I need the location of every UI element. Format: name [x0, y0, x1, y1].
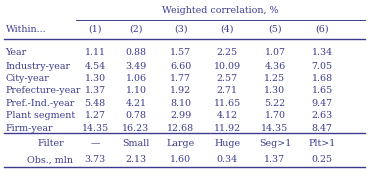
Text: 0.25: 0.25	[312, 155, 333, 164]
Text: 1.06: 1.06	[125, 74, 147, 83]
Text: 2.71: 2.71	[217, 86, 238, 95]
Text: 2.99: 2.99	[170, 111, 191, 120]
Text: Plt>1: Plt>1	[309, 139, 336, 148]
Text: Prefecture-year: Prefecture-year	[6, 86, 81, 95]
Text: 5.48: 5.48	[84, 99, 106, 108]
Text: 14.35: 14.35	[81, 123, 109, 132]
Text: 11.92: 11.92	[214, 123, 241, 132]
Text: Firm-year: Firm-year	[6, 123, 53, 132]
Text: 10.09: 10.09	[214, 62, 241, 71]
Text: 1.68: 1.68	[312, 74, 333, 83]
Text: 2.13: 2.13	[125, 155, 147, 164]
Text: 1.25: 1.25	[264, 74, 285, 83]
Text: 1.37: 1.37	[264, 155, 285, 164]
Text: 0.34: 0.34	[217, 155, 238, 164]
Text: Obs., mln: Obs., mln	[27, 155, 73, 164]
Text: 8.47: 8.47	[312, 123, 333, 132]
Text: 1.34: 1.34	[312, 48, 333, 57]
Text: 2.57: 2.57	[217, 74, 238, 83]
Text: 16.23: 16.23	[122, 123, 150, 132]
Text: 4.21: 4.21	[125, 99, 147, 108]
Text: 12.68: 12.68	[167, 123, 194, 132]
Text: 11.65: 11.65	[214, 99, 241, 108]
Text: (3): (3)	[174, 25, 187, 34]
Text: (5): (5)	[268, 25, 282, 34]
Text: 1.70: 1.70	[264, 111, 285, 120]
Text: 5.22: 5.22	[264, 99, 285, 108]
Text: 4.54: 4.54	[84, 62, 106, 71]
Text: City-year: City-year	[6, 74, 49, 83]
Text: 1.57: 1.57	[170, 48, 191, 57]
Text: Large: Large	[166, 139, 195, 148]
Text: 4.12: 4.12	[217, 111, 238, 120]
Text: —: —	[90, 139, 100, 148]
Text: 1.27: 1.27	[84, 111, 106, 120]
Text: Pref.-Ind.-year: Pref.-Ind.-year	[6, 99, 75, 108]
Text: 9.47: 9.47	[312, 99, 333, 108]
Text: 1.60: 1.60	[170, 155, 191, 164]
Text: 1.07: 1.07	[264, 48, 285, 57]
Text: 7.05: 7.05	[312, 62, 333, 71]
Text: 1.77: 1.77	[170, 74, 191, 83]
Text: 2.63: 2.63	[312, 111, 333, 120]
Text: Small: Small	[122, 139, 150, 148]
Text: 1.92: 1.92	[170, 86, 191, 95]
Text: 0.88: 0.88	[125, 48, 147, 57]
Text: 1.30: 1.30	[264, 86, 285, 95]
Text: Plant segment: Plant segment	[6, 111, 75, 120]
Text: Seg>1: Seg>1	[259, 139, 291, 148]
Text: 8.10: 8.10	[170, 99, 191, 108]
Text: 1.65: 1.65	[312, 86, 333, 95]
Text: Weighted correlation, %: Weighted correlation, %	[163, 6, 279, 15]
Text: (6): (6)	[315, 25, 329, 34]
Text: 6.60: 6.60	[170, 62, 191, 71]
Text: Year: Year	[6, 48, 27, 57]
Text: 1.11: 1.11	[84, 48, 106, 57]
Text: 3.49: 3.49	[125, 62, 147, 71]
Text: Filter: Filter	[37, 139, 64, 148]
Text: 2.25: 2.25	[217, 48, 238, 57]
Text: 0.78: 0.78	[125, 111, 147, 120]
Text: 1.37: 1.37	[84, 86, 106, 95]
Text: 4.36: 4.36	[264, 62, 285, 71]
Text: 3.73: 3.73	[84, 155, 106, 164]
Text: 1.10: 1.10	[125, 86, 147, 95]
Text: 14.35: 14.35	[261, 123, 288, 132]
Text: Industry-year: Industry-year	[6, 62, 71, 71]
Text: (2): (2)	[129, 25, 143, 34]
Text: (1): (1)	[88, 25, 102, 34]
Text: (4): (4)	[220, 25, 234, 34]
Text: 1.30: 1.30	[84, 74, 106, 83]
Text: Huge: Huge	[214, 139, 240, 148]
Text: Within...: Within...	[6, 25, 46, 34]
